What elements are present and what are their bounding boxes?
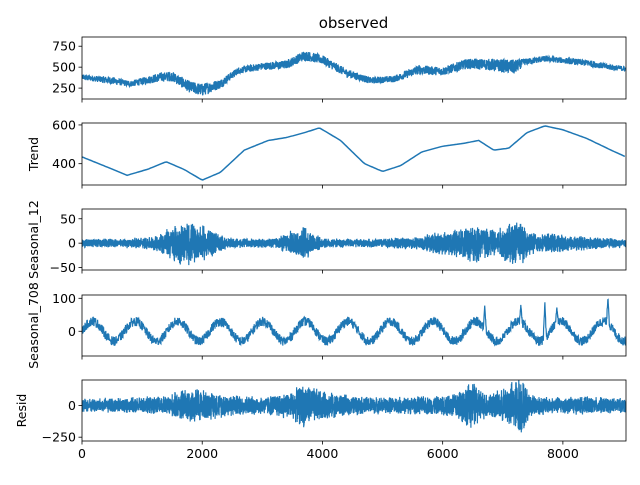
y-tick-label: 600	[52, 117, 76, 132]
panel-trend: 400 600 Trend	[26, 117, 627, 189]
x-tick-label: 4000	[307, 446, 339, 461]
y-tick-label: 250	[52, 81, 76, 96]
y-tick-label: 0	[68, 398, 76, 413]
y-tick-label: −50	[50, 260, 76, 275]
series-line-resid	[82, 380, 626, 433]
series-line-trend	[82, 125, 626, 181]
axes-frame	[81, 36, 627, 100]
y-axis-label: Seasonal_708	[26, 282, 41, 369]
series-line-observed	[82, 51, 626, 96]
axes-frame	[81, 294, 627, 357]
y-tick-label: 400	[52, 156, 76, 171]
y-tick-label: 750	[52, 39, 76, 54]
x-tick-label: 8000	[547, 446, 579, 461]
y-axis-label: Resid	[14, 394, 29, 428]
y-tick-label: 500	[52, 60, 76, 75]
axes-frame	[81, 122, 627, 186]
panel-seasonal-12: −50 0 50 Seasonal_12	[26, 200, 627, 279]
y-axis-label: Trend	[26, 137, 41, 172]
x-tick-label: 0	[78, 446, 86, 461]
series-line-seasonal_708	[82, 298, 626, 347]
series-line-seasonal_12	[82, 222, 626, 266]
y-tick-label: 0	[68, 236, 76, 251]
axes-frame	[81, 379, 627, 442]
y-tick-label: −250	[42, 430, 76, 445]
y-tick-label: 0	[68, 324, 76, 339]
axes-frame	[81, 208, 627, 271]
panel-observed: 250 500 750	[52, 36, 627, 103]
chart-title: observed	[319, 14, 389, 32]
x-tick-label: 2000	[186, 446, 218, 461]
x-tick-label: 6000	[427, 446, 459, 461]
y-axis-label: Seasonal_12	[26, 200, 41, 279]
y-tick-label: 100	[52, 291, 76, 306]
panel-seasonal-708: 0 100 Seasonal_708	[26, 282, 627, 369]
y-tick-label: 50	[60, 211, 76, 226]
